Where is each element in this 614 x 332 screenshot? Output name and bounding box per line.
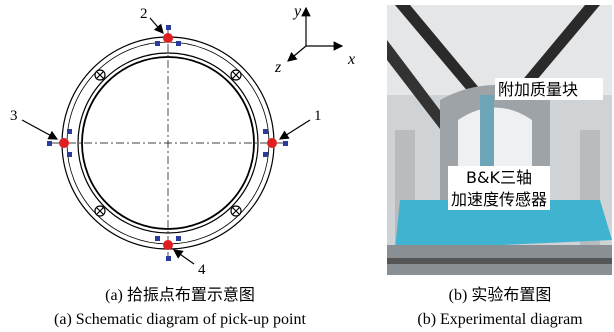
photo-label: B&K三轴 — [466, 168, 532, 187]
figure: 1 2 3 4 y z x 附加质量块 B&K三轴 加速度传感器 (a) 拾振点… — [0, 0, 614, 332]
caption-en: (a) Schematic diagram of pick-up point — [54, 311, 306, 328]
point-label: 2 — [140, 6, 148, 22]
point-label: 3 — [10, 108, 18, 124]
ring-diagram — [52, 28, 284, 258]
axis-label: z — [274, 59, 282, 76]
photo-label: 加速度传感器 — [451, 190, 547, 209]
photo-label: 附加质量块 — [498, 80, 578, 99]
point-label: 4 — [198, 262, 206, 278]
point-label: 1 — [314, 108, 322, 124]
pickup-points: 1 2 3 4 — [10, 6, 322, 278]
axis-label: y — [292, 3, 302, 20]
axis-label: x — [347, 51, 355, 68]
caption-en: (b) Experimental diagram — [417, 311, 583, 328]
caption-cn: (a) 拾振点布置示意图 — [105, 285, 255, 304]
caption-cn: (b) 实验布置图 — [449, 286, 552, 304]
photo — [387, 5, 612, 275]
